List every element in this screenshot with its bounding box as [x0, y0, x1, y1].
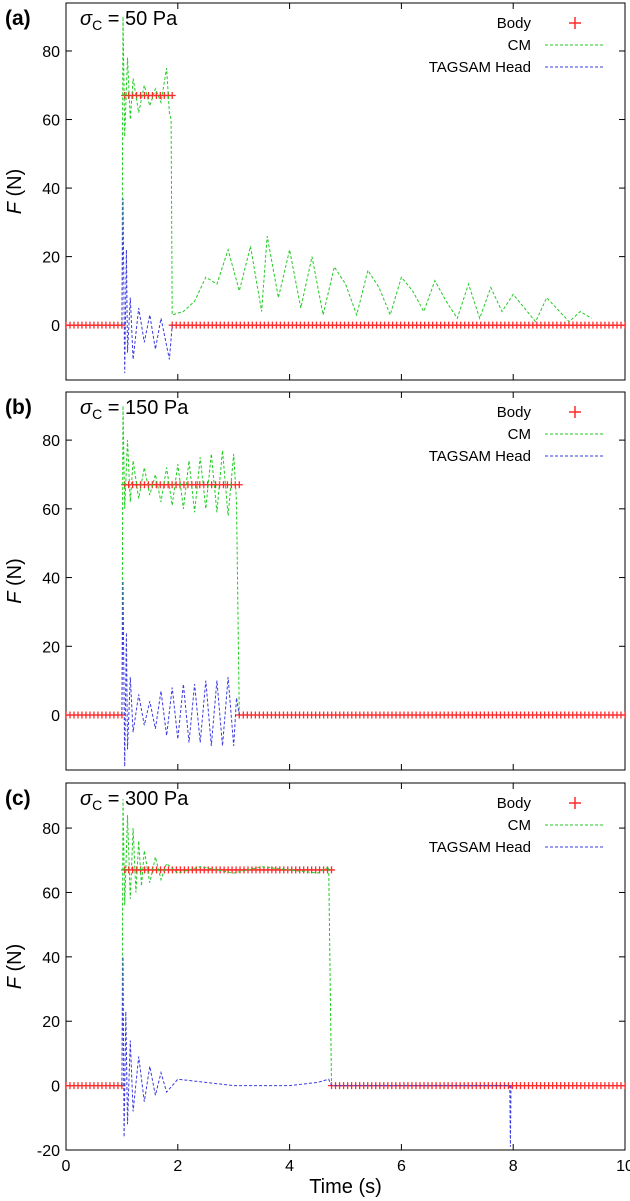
- x-tick-label: 10: [616, 1158, 630, 1175]
- series-line-cm: [121, 799, 332, 1086]
- plot-frame: [65, 391, 626, 771]
- series-line-cm: [121, 405, 240, 716]
- y-tick-label: 20: [42, 250, 60, 267]
- legend-swatch: [569, 797, 581, 809]
- y-tick-label: 20: [42, 1014, 60, 1031]
- y-tick-label: 80: [42, 44, 60, 61]
- legend-swatch: [569, 406, 581, 418]
- x-tick-label: 4: [285, 1158, 294, 1175]
- legend-label: TAGSAM Head: [429, 839, 531, 856]
- legend-label: Body: [497, 404, 532, 421]
- data-area: [66, 16, 625, 374]
- y-axis-label: F (N): [4, 169, 26, 215]
- legend-label: TAGSAM Head: [429, 448, 531, 465]
- x-tick-label: 6: [397, 1158, 406, 1175]
- y-tick-label: 80: [42, 433, 60, 450]
- panel-label: (c): [5, 787, 31, 810]
- legend: Body CM TAGSAM Head: [429, 15, 605, 76]
- body-point: [621, 1082, 625, 1090]
- data-area: [66, 799, 625, 1147]
- panel-title-value: = 300 Pa: [102, 788, 189, 810]
- legend-label: CM: [508, 426, 531, 443]
- y-axis-label-symbol: F: [4, 590, 26, 604]
- plot-frame: [65, 2, 626, 381]
- y-tick-label: -20: [37, 1143, 60, 1160]
- panel-title-subscript: C: [92, 797, 102, 813]
- body-point: [621, 711, 625, 719]
- panel-title: σC = 150 Pa: [80, 397, 189, 422]
- y-tick-label: 0: [51, 318, 60, 335]
- legend-swatch: [569, 17, 581, 29]
- y-tick-label: 40: [42, 181, 60, 198]
- y-tick-label: 40: [42, 950, 60, 967]
- panel-title-subscript: C: [92, 406, 102, 422]
- data-area: [66, 405, 625, 767]
- panel-label: (b): [5, 396, 32, 419]
- y-tick-label: 20: [42, 639, 60, 656]
- y-tick-label: 60: [42, 885, 60, 902]
- y-tick-label: 60: [42, 113, 60, 130]
- panel-title-subscript: C: [92, 17, 102, 33]
- body-point: [621, 321, 625, 329]
- panel-title: σC = 50 Pa: [80, 8, 178, 33]
- panel-title-symbol: σ: [80, 788, 93, 810]
- legend-label: CM: [508, 817, 531, 834]
- y-tick-label: 0: [51, 708, 60, 725]
- panel-title-value: = 150 Pa: [102, 397, 189, 419]
- panel-0: 0 20 40 60 80 F (N) (a) σC = 50 Pa Body CM TAGSAM …: [4, 2, 626, 381]
- y-axis-label-unit: (N): [4, 944, 26, 977]
- series-line-tagsam-head: [121, 956, 512, 1147]
- series-line-tagsam-head: [121, 580, 240, 767]
- panel-title: σC = 300 Pa: [80, 788, 189, 813]
- legend-label: Body: [497, 15, 532, 32]
- y-axis-label-symbol: F: [4, 200, 26, 214]
- legend: Body CM TAGSAM Head: [429, 795, 605, 856]
- body-point: [235, 481, 243, 489]
- legend: Body CM TAGSAM Head: [429, 404, 605, 465]
- y-tick-label: 60: [42, 502, 60, 519]
- y-tick-label: 40: [42, 571, 60, 588]
- y-axis-label: F (N): [4, 944, 26, 990]
- x-tick-label: 8: [509, 1158, 518, 1175]
- series-line-tagsam-head: [121, 198, 173, 374]
- panel-title-value: = 50 Pa: [102, 8, 178, 30]
- y-axis-label-symbol: F: [4, 975, 26, 989]
- series-line-cm: [121, 16, 592, 326]
- panel-title-symbol: σ: [80, 397, 93, 419]
- x-tick-label: 0: [62, 1158, 71, 1175]
- plot-frame: [65, 782, 626, 1151]
- y-axis-label: F (N): [4, 558, 26, 604]
- y-axis-label-unit: (N): [4, 169, 26, 202]
- legend-label: CM: [508, 37, 531, 54]
- body-point: [168, 92, 176, 100]
- legend-label: Body: [497, 795, 532, 812]
- y-tick-label: 0: [51, 1079, 60, 1096]
- y-tick-label: 80: [42, 821, 60, 838]
- legend-label: TAGSAM Head: [429, 59, 531, 76]
- y-axis-label-unit: (N): [4, 558, 26, 591]
- x-axis-label: Time (s): [309, 1176, 382, 1198]
- panel-1: 0 20 40 60 80 F (N) (b) σC = 150 Pa Body CM TAGSAM…: [4, 391, 626, 771]
- panel-label: (a): [5, 7, 31, 30]
- panel-title-symbol: σ: [80, 8, 93, 30]
- x-tick-label: 2: [173, 1158, 182, 1175]
